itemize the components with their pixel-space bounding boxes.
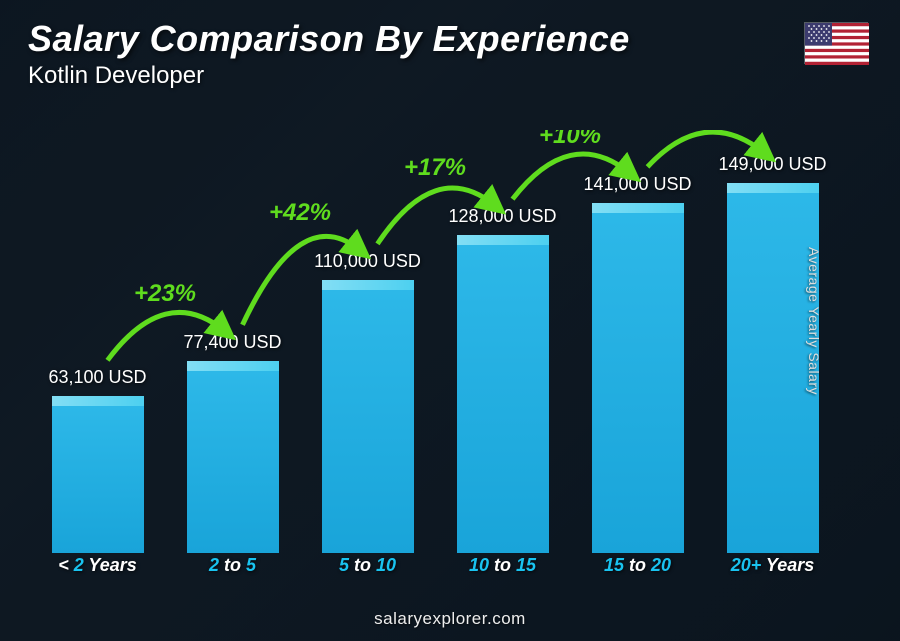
bar-value-label: 141,000 USD [583,174,691,195]
x-label: 10 to 15 [435,555,570,583]
bar-chart: 63,100 USD 77,400 USD 110,000 USD 128,000 U… [30,130,840,583]
x-label: 5 to 10 [300,555,435,583]
bar-value-label: 110,000 USD [314,251,421,272]
bar-value-label: 128,000 USD [448,206,556,227]
y-axis-label: Average Yearly Salary [806,247,822,395]
bars-container: 63,100 USD 77,400 USD 110,000 USD 128,000 U… [30,143,840,553]
bar-value-label: 63,100 USD [48,367,146,388]
x-label: < 2 Years [30,555,165,583]
x-axis-labels: < 2 Years2 to 55 to 1010 to 1515 to 2020… [30,555,840,583]
footer-attribution: salaryexplorer.com [0,609,900,629]
bar-slot: 63,100 USD [30,367,165,553]
bar [52,396,144,553]
page-subtitle: Kotlin Developer [28,62,872,90]
bar-value-label: 149,000 USD [718,154,826,175]
page-title: Salary Comparison By Experience [28,18,872,60]
x-label: 2 to 5 [165,555,300,583]
x-label: 15 to 20 [570,555,705,583]
bar [592,203,684,553]
bar-slot: 77,400 USD [165,332,300,553]
bar-slot: 128,000 USD [435,206,570,553]
bar-value-label: 77,400 USD [183,332,281,353]
flag-icon [804,22,868,64]
bar [727,183,819,553]
bar [457,235,549,553]
header: Salary Comparison By Experience Kotlin D… [28,18,872,90]
bar [187,361,279,553]
bar-slot: 110,000 USD [300,251,435,553]
bar [322,280,414,553]
bar-slot: 141,000 USD [570,174,705,553]
x-label: 20+ Years [705,555,840,583]
